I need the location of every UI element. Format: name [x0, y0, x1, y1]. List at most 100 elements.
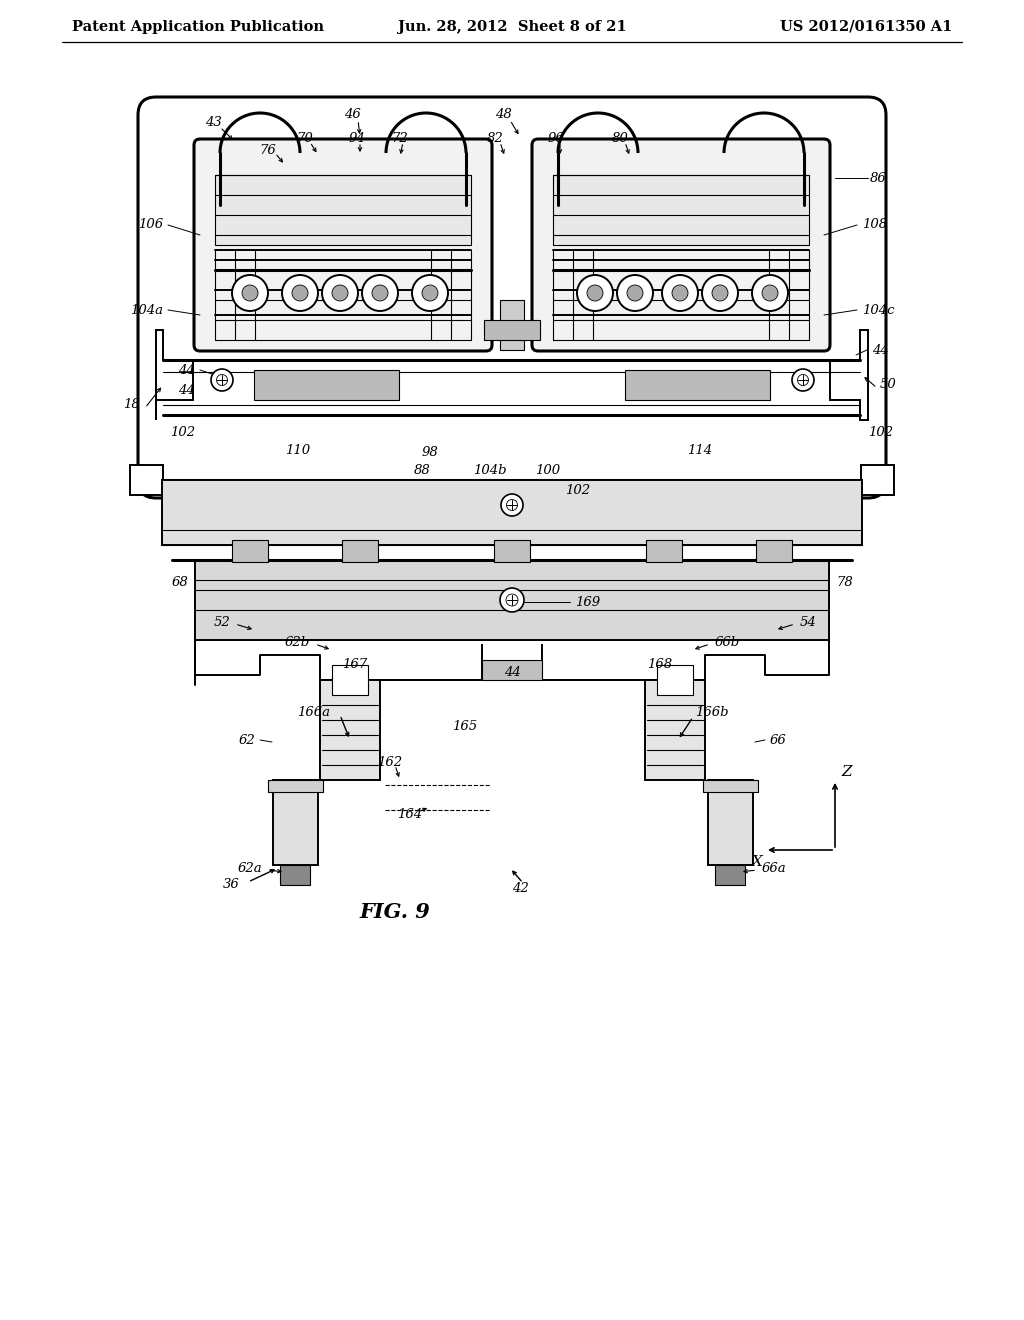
Circle shape [362, 275, 398, 312]
Circle shape [500, 587, 524, 612]
Text: 100: 100 [536, 463, 560, 477]
Circle shape [672, 285, 688, 301]
Bar [268, 780, 323, 792]
Text: 62a: 62a [238, 862, 262, 874]
Bar [319, 680, 380, 780]
Text: 52: 52 [213, 615, 230, 628]
Text: 66: 66 [770, 734, 786, 747]
Text: 68: 68 [172, 576, 188, 589]
Bar [254, 370, 399, 400]
Text: 98: 98 [422, 446, 438, 458]
Text: 108: 108 [862, 219, 887, 231]
Circle shape [752, 275, 788, 312]
Text: 80: 80 [611, 132, 629, 144]
FancyBboxPatch shape [532, 139, 830, 351]
Bar [130, 465, 163, 495]
Bar [645, 680, 705, 780]
Text: 110: 110 [286, 444, 310, 457]
Text: 164: 164 [397, 808, 423, 821]
Bar [703, 780, 758, 792]
Text: 104a: 104a [130, 304, 163, 317]
Bar [273, 780, 318, 865]
Circle shape [617, 275, 653, 312]
Circle shape [798, 375, 809, 385]
Text: 70: 70 [297, 132, 313, 144]
Text: 88: 88 [414, 463, 430, 477]
Bar [715, 865, 745, 884]
Circle shape [412, 275, 449, 312]
Text: 106: 106 [138, 219, 163, 231]
Text: 44: 44 [872, 343, 889, 356]
Bar [232, 540, 268, 562]
Text: 102: 102 [565, 483, 590, 496]
Circle shape [322, 275, 358, 312]
Text: 166b: 166b [695, 705, 729, 718]
Text: FIG. 9: FIG. 9 [359, 902, 430, 921]
Text: 62b: 62b [285, 635, 310, 648]
Bar [162, 480, 862, 545]
Bar [215, 176, 471, 246]
Circle shape [242, 285, 258, 301]
Text: 43: 43 [205, 116, 221, 128]
Text: 168: 168 [647, 659, 673, 672]
Text: US 2012/0161350 A1: US 2012/0161350 A1 [779, 20, 952, 34]
Text: 18: 18 [123, 399, 140, 412]
Text: 104b: 104b [473, 463, 507, 477]
Bar [756, 540, 792, 562]
Polygon shape [830, 330, 868, 420]
Text: 36: 36 [223, 879, 240, 891]
Text: 72: 72 [391, 132, 409, 144]
Bar [484, 319, 540, 341]
Text: 66b: 66b [715, 635, 740, 648]
Circle shape [332, 285, 348, 301]
Polygon shape [156, 330, 193, 420]
Text: 166a: 166a [297, 705, 330, 718]
Text: 96: 96 [548, 132, 564, 144]
Text: 54: 54 [800, 615, 817, 628]
Text: 102: 102 [868, 425, 893, 438]
Bar [500, 300, 524, 350]
Text: 48: 48 [495, 108, 511, 121]
Text: 162: 162 [378, 755, 402, 768]
Text: 104c: 104c [862, 304, 895, 317]
Circle shape [662, 275, 698, 312]
Text: 66a: 66a [762, 862, 786, 874]
Bar [332, 665, 368, 696]
Bar [625, 370, 770, 400]
Text: 165: 165 [453, 719, 477, 733]
Text: 46: 46 [344, 108, 360, 121]
FancyBboxPatch shape [194, 139, 492, 351]
Text: 44: 44 [178, 363, 195, 376]
Text: 169: 169 [575, 595, 600, 609]
Circle shape [372, 285, 388, 301]
Circle shape [232, 275, 268, 312]
Text: 78: 78 [837, 576, 853, 589]
Circle shape [792, 370, 814, 391]
Circle shape [506, 594, 518, 606]
Text: Patent Application Publication: Patent Application Publication [72, 20, 324, 34]
Circle shape [282, 275, 318, 312]
Bar [280, 865, 310, 884]
Circle shape [216, 375, 227, 385]
Bar [708, 780, 753, 865]
Circle shape [501, 494, 523, 516]
Text: 44: 44 [504, 665, 520, 678]
Text: 167: 167 [342, 659, 368, 672]
Text: 42: 42 [512, 882, 528, 895]
Circle shape [577, 275, 613, 312]
Bar [646, 540, 682, 562]
Text: 62: 62 [239, 734, 255, 747]
Circle shape [702, 275, 738, 312]
Bar [553, 176, 809, 246]
Circle shape [422, 285, 438, 301]
Circle shape [627, 285, 643, 301]
Text: 50: 50 [880, 379, 897, 392]
Text: Z: Z [842, 766, 852, 779]
Circle shape [292, 285, 308, 301]
Bar [494, 540, 530, 562]
Circle shape [762, 285, 778, 301]
Circle shape [712, 285, 728, 301]
Circle shape [211, 370, 233, 391]
Bar [861, 465, 894, 495]
Circle shape [587, 285, 603, 301]
